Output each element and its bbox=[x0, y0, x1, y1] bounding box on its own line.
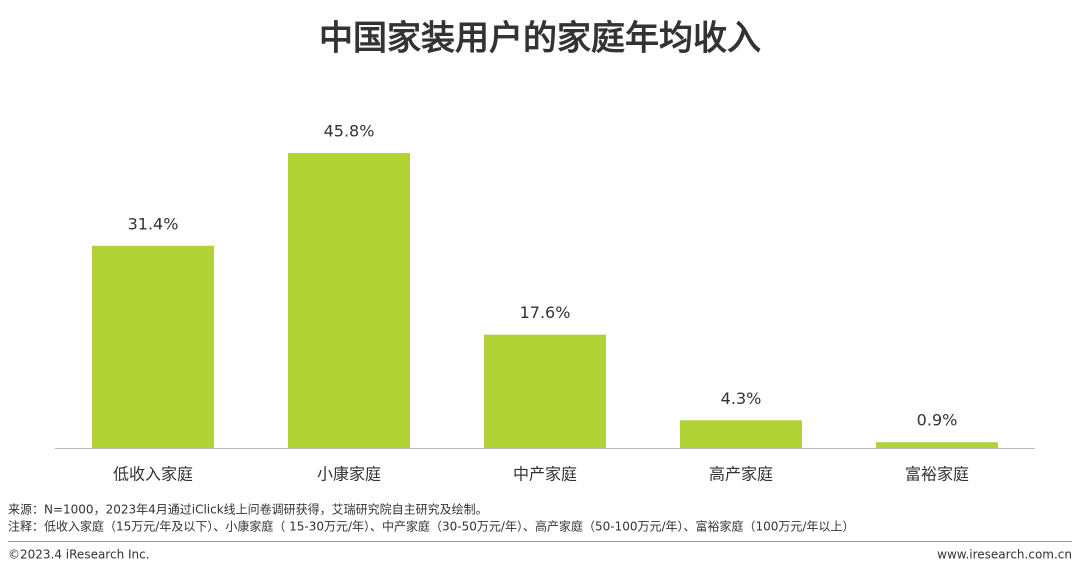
source-note: 来源：N=1000，2023年4月通过iClick线上问卷调研获得，艾瑞研究院自… bbox=[8, 502, 488, 517]
chart-title: 中国家装用户的家庭年均收入 bbox=[319, 19, 761, 59]
value-label: 17.6% bbox=[520, 303, 571, 322]
bar bbox=[484, 334, 606, 448]
x-tick-label: 小康家庭 bbox=[317, 465, 381, 484]
bar bbox=[92, 245, 214, 448]
value-label: 45.8% bbox=[324, 122, 375, 141]
bar bbox=[288, 153, 410, 448]
footnote: 注释：低收入家庭（15万元/年及以下）、小康家庭（ 15-30万元/年）、中产家… bbox=[8, 519, 854, 534]
copyright: ©2023.4 iResearch Inc. bbox=[8, 548, 150, 562]
value-label: 31.4% bbox=[128, 214, 179, 233]
x-tick-label: 高产家庭 bbox=[709, 465, 773, 484]
bar bbox=[680, 420, 802, 448]
x-tick-label: 富裕家庭 bbox=[905, 465, 969, 484]
value-label: 0.9% bbox=[917, 411, 958, 430]
bar bbox=[876, 442, 998, 448]
x-tick-label: 低收入家庭 bbox=[113, 465, 193, 484]
website: www.iresearch.com.cn bbox=[937, 548, 1072, 562]
value-label: 4.3% bbox=[721, 389, 762, 408]
x-tick-label: 中产家庭 bbox=[513, 465, 577, 484]
